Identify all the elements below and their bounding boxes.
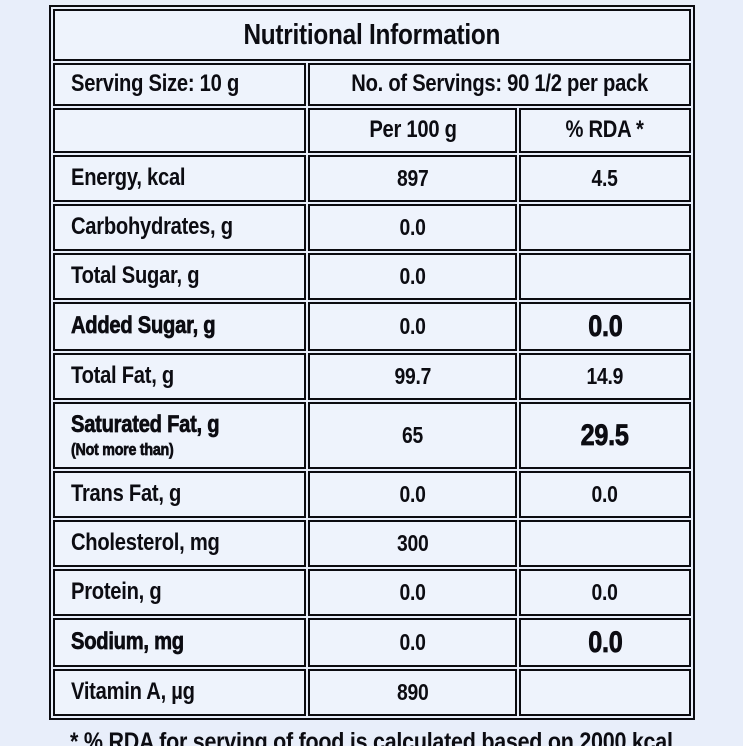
per100g-value-cell: 0.0 xyxy=(308,617,518,668)
serving-size-cell: Serving Size: 10 g xyxy=(52,63,307,107)
servings-text: No. of Servings: 90 1/2 per pack xyxy=(350,70,648,98)
per100g-value-cell: 0.0 xyxy=(308,471,518,519)
row-label-cell: Total Fat, g xyxy=(52,353,307,401)
column-header-row: Per 100 g % RDA * xyxy=(52,108,691,154)
row-label: Vitamin A, µg xyxy=(70,678,195,706)
table-row: Cholesterol, mg 300 xyxy=(52,520,691,567)
row-label-cell: Protein, g xyxy=(52,568,307,616)
rda-value: 4.5 xyxy=(591,164,618,191)
per100g-value: 0.0 xyxy=(399,628,426,655)
footnote: * % RDA for serving of food is calculate… xyxy=(0,727,743,746)
row-label-cell: Vitamin A, µg xyxy=(52,669,307,717)
table-row: Total Fat, g 99.7 14.9 xyxy=(52,353,691,401)
per100g-value-cell: 65 xyxy=(308,402,518,470)
column-header-rda: % RDA * xyxy=(519,108,691,154)
table-row: Saturated Fat, g (Not more than) 65 29.5 xyxy=(52,402,691,470)
per100g-value-cell: 0.0 xyxy=(308,252,518,300)
per100g-value: 0.0 xyxy=(399,312,426,339)
row-label: Protein, g xyxy=(70,577,162,605)
nutrition-table: Nutritional Information Serving Size: 10… xyxy=(50,7,693,719)
per100g-value: 890 xyxy=(396,679,429,705)
per100g-value: 0.0 xyxy=(399,213,426,240)
per100g-value: 65 xyxy=(402,421,424,448)
row-label-cell: Total Sugar, g xyxy=(52,252,307,300)
table-row: Protein, g 0.0 0.0 xyxy=(52,568,691,616)
rda-value: 14.9 xyxy=(586,363,624,389)
rda-value-cell: 29.5 xyxy=(519,402,691,470)
per100g-value: 0.0 xyxy=(399,578,426,605)
serving-row: Serving Size: 10 g No. of Servings: 90 1… xyxy=(52,63,691,107)
row-label: Sodium, mg xyxy=(70,628,184,656)
row-label: Total Fat, g xyxy=(70,362,174,390)
rda-value: 0.0 xyxy=(591,480,618,507)
rda-value: 29.5 xyxy=(580,418,630,453)
per100g-value: 897 xyxy=(396,164,429,191)
per100g-value: 99.7 xyxy=(394,363,431,389)
per100g-value-cell: 0.0 xyxy=(308,204,518,251)
row-label-cell: Carbohydrates, g xyxy=(52,204,307,251)
rda-value-cell: 0.0 xyxy=(519,301,691,352)
rda-value-cell: 0.0 xyxy=(519,568,691,616)
row-label-cell: Sodium, mg xyxy=(52,617,307,668)
row-label-cell: Cholesterol, mg xyxy=(52,520,307,567)
row-label: Energy, kcal xyxy=(70,164,186,192)
row-label-cell: Energy, kcal xyxy=(52,155,307,203)
rda-value: 0.0 xyxy=(587,309,623,343)
table-title-cell: Nutritional Information xyxy=(52,9,691,62)
nutrition-table-frame: Nutritional Information Serving Size: 10… xyxy=(48,5,695,721)
row-label-cell: Added Sugar, g xyxy=(52,301,307,352)
rda-value-cell xyxy=(519,669,691,717)
table-title: Nutritional Information xyxy=(243,19,500,51)
per100g-value: 300 xyxy=(396,529,429,556)
row-label-cell: Trans Fat, g xyxy=(52,471,307,519)
rda-value-cell xyxy=(519,520,691,567)
table-row: Carbohydrates, g 0.0 xyxy=(52,204,691,251)
rda-value-cell: 4.5 xyxy=(519,155,691,203)
table-body: Nutritional Information Serving Size: 10… xyxy=(52,9,691,717)
table-row: Trans Fat, g 0.0 0.0 xyxy=(52,471,691,519)
rda-value-cell xyxy=(519,204,691,251)
serving-size-text: Serving Size: 10 g xyxy=(70,70,239,98)
footnote-line-1: * % RDA for serving of food is calculate… xyxy=(70,728,673,746)
per100g-value-cell: 0.0 xyxy=(308,568,518,616)
rda-value-cell: 0.0 xyxy=(519,471,691,519)
row-label: Total Sugar, g xyxy=(70,261,200,289)
rda-value-cell: 0.0 xyxy=(519,617,691,668)
table-row: Total Sugar, g 0.0 xyxy=(52,252,691,300)
table-row: Added Sugar, g 0.0 0.0 xyxy=(52,301,691,352)
rda-value: 0.0 xyxy=(591,578,618,605)
per100g-value-cell: 300 xyxy=(308,520,518,567)
per100g-value-cell: 99.7 xyxy=(308,353,518,401)
row-label: Saturated Fat, g xyxy=(70,411,219,439)
per100g-value-cell: 897 xyxy=(308,155,518,203)
per100g-value-cell: 0.0 xyxy=(308,301,518,352)
per100g-value: 0.0 xyxy=(399,262,426,289)
rda-value-cell xyxy=(519,252,691,300)
rda-value-cell: 14.9 xyxy=(519,353,691,401)
row-sublabel: (Not more than) xyxy=(70,440,174,460)
table-row: Vitamin A, µg 890 xyxy=(52,669,691,717)
row-label: Added Sugar, g xyxy=(70,312,215,340)
row-sublabel-wrap: (Not more than) xyxy=(70,440,301,460)
row-label: Cholesterol, mg xyxy=(70,529,220,557)
column-header-blank xyxy=(52,108,307,154)
per100g-value-cell: 890 xyxy=(308,669,518,717)
row-label-cell: Saturated Fat, g (Not more than) xyxy=(52,402,307,470)
title-row: Nutritional Information xyxy=(52,9,691,62)
table-row: Energy, kcal 897 4.5 xyxy=(52,155,691,203)
per100g-value: 0.0 xyxy=(399,480,426,507)
row-label: Trans Fat, g xyxy=(70,480,181,508)
row-label: Carbohydrates, g xyxy=(70,213,233,241)
rda-value: 0.0 xyxy=(587,625,623,659)
servings-cell: No. of Servings: 90 1/2 per pack xyxy=(308,63,691,107)
column-header-per100g: Per 100 g xyxy=(308,108,518,154)
table-row: Sodium, mg 0.0 0.0 xyxy=(52,617,691,668)
